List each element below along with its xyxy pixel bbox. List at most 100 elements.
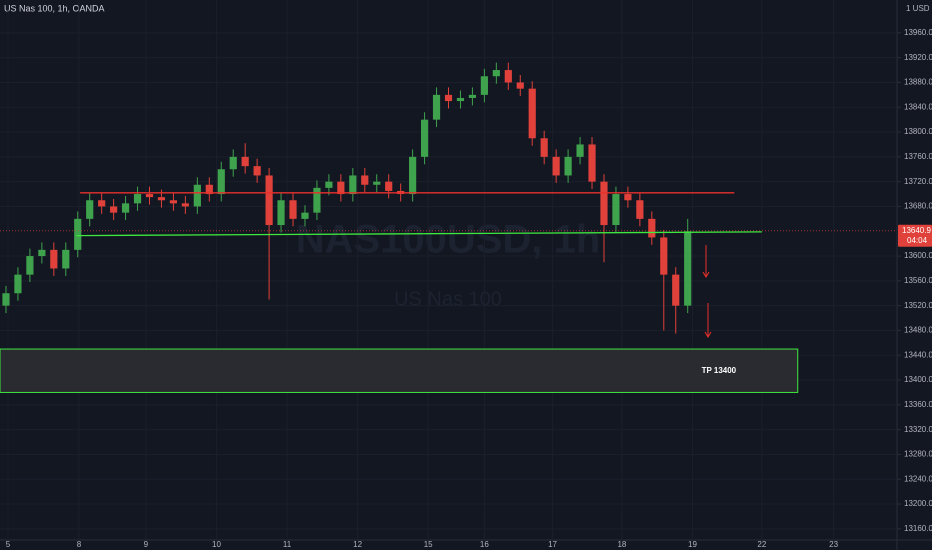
candle-body xyxy=(289,200,297,219)
candle-body xyxy=(600,181,608,226)
y-tick-label: 13800.0 xyxy=(904,127,932,136)
y-tick-label: 13480.0 xyxy=(904,326,932,335)
zone-label: TP 13400 xyxy=(702,366,737,375)
candle-body xyxy=(133,194,142,204)
candle-body xyxy=(145,194,154,198)
chart-title: US Nas 100, 1h, OANDA xyxy=(4,3,105,13)
watermark-subtitle: US Nas 100 xyxy=(394,288,502,310)
y-tick-label: 13680.0 xyxy=(904,202,932,211)
candle-body xyxy=(205,184,213,195)
y-tick-label: 13440.0 xyxy=(904,350,932,359)
candle-body xyxy=(169,200,178,204)
candle-body xyxy=(444,94,453,102)
candle-body xyxy=(432,94,441,120)
candle-body xyxy=(576,144,584,157)
y-tick-label: 13280.0 xyxy=(904,450,932,459)
candle-body xyxy=(277,200,285,226)
currency-label: 1 USD xyxy=(906,4,930,13)
candle-body xyxy=(301,212,309,219)
candle-body xyxy=(229,156,237,170)
watermark: NAS100USD, 1h xyxy=(296,218,601,262)
y-tick-label: 13200.0 xyxy=(904,499,932,508)
candle-body xyxy=(624,194,632,201)
candle-body xyxy=(456,97,465,102)
candle-body xyxy=(373,181,381,185)
candle-body xyxy=(86,200,94,219)
x-tick-label: 12 xyxy=(353,540,362,549)
level-line xyxy=(76,231,762,237)
x-tick-label: 16 xyxy=(480,540,489,549)
arrows xyxy=(702,245,712,338)
last-price-label: 13640.9 xyxy=(902,226,931,235)
candle-body xyxy=(409,156,417,195)
candle-body xyxy=(74,218,82,250)
candle-body xyxy=(492,70,500,77)
candle-body xyxy=(672,274,680,306)
candle-body xyxy=(193,184,201,207)
candle-body xyxy=(636,200,644,219)
last-price-box xyxy=(898,224,932,247)
y-tick-label: 13720.0 xyxy=(904,177,932,186)
y-tick-label: 13520.0 xyxy=(904,301,932,310)
y-tick-label: 13760.0 xyxy=(904,152,932,161)
candle-body xyxy=(349,175,357,195)
candle-body xyxy=(564,156,572,176)
x-tick-label: 9 xyxy=(144,540,149,549)
x-tick-label: 17 xyxy=(548,540,557,549)
candle-body xyxy=(516,82,524,89)
y-tick-label: 13320.0 xyxy=(904,425,932,434)
x-tick-label: 23 xyxy=(829,540,838,549)
x-tick-label: 15 xyxy=(424,540,433,549)
candle-body xyxy=(660,237,668,275)
candle-body xyxy=(385,181,393,191)
arrow-head xyxy=(702,271,710,278)
candle-body xyxy=(121,203,130,213)
candle-body xyxy=(420,119,429,157)
arrow-head xyxy=(704,331,712,338)
candle-body xyxy=(528,88,536,139)
target-zone xyxy=(0,348,799,393)
candle-body xyxy=(325,181,333,188)
y-tick-label: 13160.0 xyxy=(904,524,932,533)
candle-body xyxy=(588,144,596,182)
y-tick-label: 13560.0 xyxy=(904,276,932,285)
x-tick-label: 5 xyxy=(6,540,11,549)
x-tick-label: 19 xyxy=(688,540,697,549)
y-tick-label: 13920.0 xyxy=(904,53,932,62)
candle-body xyxy=(38,249,46,257)
x-tick-label: 22 xyxy=(757,540,766,549)
candle-body xyxy=(504,70,512,83)
x-tick-label: 10 xyxy=(212,540,221,549)
candle-body xyxy=(50,249,58,269)
candle-body xyxy=(468,94,477,98)
candle-body xyxy=(265,175,273,226)
candle-body xyxy=(612,194,620,226)
candle-body xyxy=(361,175,369,185)
x-tick-label: 18 xyxy=(617,540,626,549)
y-tick-label: 13360.0 xyxy=(904,400,932,409)
candle-body xyxy=(337,181,345,195)
candle-body xyxy=(648,218,656,238)
candle-body xyxy=(98,200,106,207)
candle-body xyxy=(684,231,692,306)
candle-body xyxy=(110,206,118,213)
x-tick-label: 11 xyxy=(283,540,292,549)
candle-body xyxy=(62,249,70,269)
y-tick-label: 13960.0 xyxy=(904,28,932,37)
candle-body xyxy=(217,169,225,195)
y-tick-label: 13840.0 xyxy=(904,102,932,111)
candle-body xyxy=(181,203,189,207)
candle-body xyxy=(2,293,10,306)
y-tick-label: 13400.0 xyxy=(904,375,932,384)
y-tick-label: 13880.0 xyxy=(904,78,932,87)
candle-body xyxy=(14,274,22,294)
y-tick-label: 13600.0 xyxy=(904,251,932,260)
candle-body xyxy=(241,156,249,167)
candle-body xyxy=(480,76,488,95)
candle-body xyxy=(157,197,166,201)
y-tick-label: 13240.0 xyxy=(904,474,932,483)
candle-body xyxy=(552,156,560,176)
candle-body xyxy=(540,138,548,157)
